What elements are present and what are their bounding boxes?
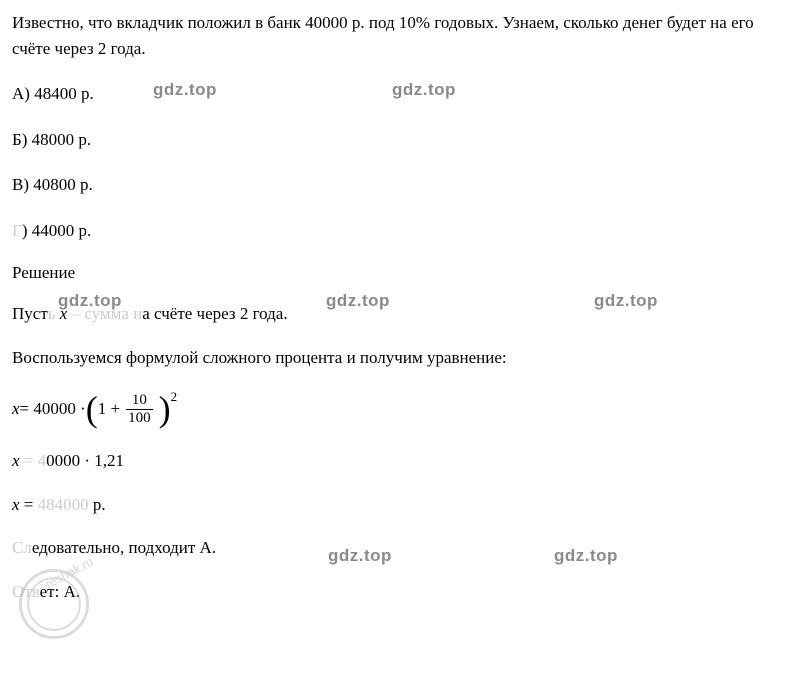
conc-rest: едовательно, подходит А. [32,538,216,557]
option-c: В) 40800 р. [12,172,781,198]
solution-line-1: Пусть x – сумма на счёте через 2 года. [12,301,781,327]
option-d-row: Г) 44000 р. [12,218,781,244]
f1-inner: 1 + [98,399,120,419]
f3-f3: 0 [80,495,93,514]
ans-rest: ет: А. [40,582,80,601]
formula-3: x = 484000 р. [12,492,781,518]
f3-f1: 4 [38,495,47,514]
f3-rest: р. [93,495,106,514]
solution-line-2: Воспользуемся формулой сложного процента… [12,345,781,371]
option-b: Б) 48000 р. [12,127,781,153]
paren-close: ) [159,388,171,430]
reshak-watermark: reshak.ru [6,556,102,652]
conc-f1: Сл [12,538,32,557]
option-a: А) 48400 р. [12,81,94,107]
formula-1: x = 40000 · ( 1 + 10 100 ) 2 [12,388,781,430]
l1-f1: ь [48,304,60,323]
ans-f: Отв [12,582,40,601]
f2-var: x [12,451,20,470]
l1-p1: Пуст [12,304,48,323]
answer: Ответ: А. [12,579,781,605]
solution-title: Решение [12,263,781,283]
power: 2 [171,389,178,405]
l1-f2: – сумма н [67,304,142,323]
f1-eq: = 40000 · [20,399,86,419]
f3-f2: 8400 [46,495,80,514]
fraction: 10 100 [122,392,157,427]
f3-mid: = [20,495,38,514]
conclusion: Следовательно, подходит А. [12,535,781,561]
denominator: 100 [122,410,157,427]
option-d-prefix: Г [12,221,22,240]
option-a-row: А) 48400 р. [12,81,781,107]
problem-statement: Известно, что вкладчик положил в банк 40… [12,10,781,61]
f2-faded: = 4 [20,451,47,470]
f2-rest: 0000 · 1,21 [46,451,124,470]
f3-var: x [12,495,20,514]
numerator: 10 [126,392,153,410]
f1-var: x [12,399,20,419]
l1-rest: а счёте через 2 года. [142,304,287,323]
formula-2: x = 40000 · 1,21 [12,448,781,474]
paren-open: ( [86,388,98,430]
option-d-rest: ) 44000 р. [22,221,91,240]
